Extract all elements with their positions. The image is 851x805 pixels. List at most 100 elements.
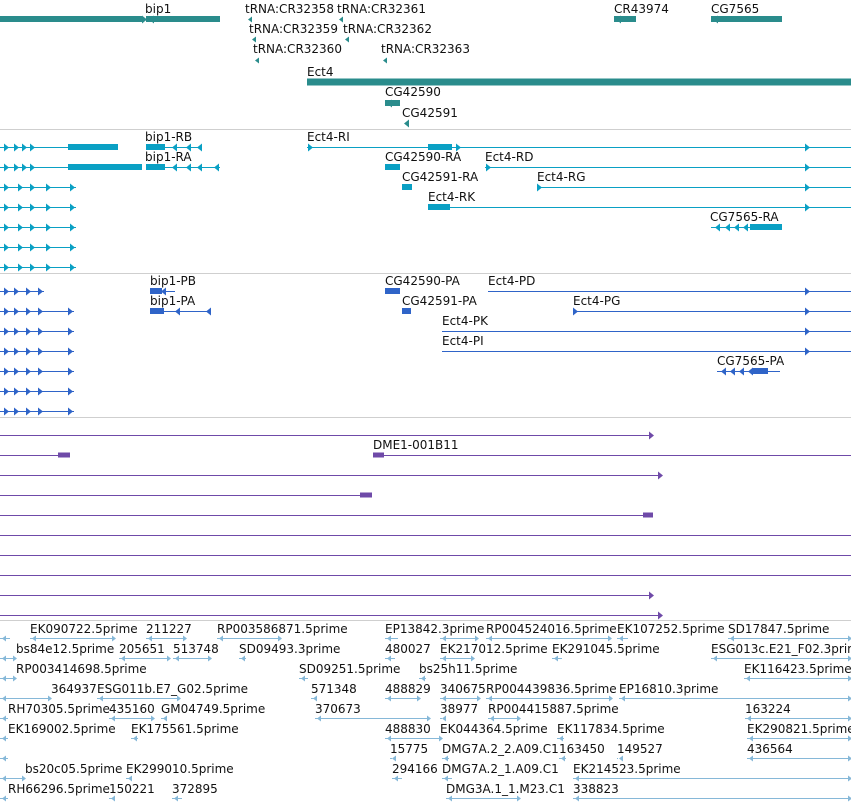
est-label[interactable]: EK117834.5prime <box>557 722 665 736</box>
est-label[interactable]: RH70305.5prime <box>8 702 110 716</box>
est-label[interactable]: SD09251.5prime <box>299 662 401 676</box>
est-label[interactable]: SD09493.3prime <box>239 642 341 656</box>
est-label[interactable]: 15775 <box>390 742 429 756</box>
est-label[interactable]: 211227 <box>146 622 192 636</box>
gene-label[interactable]: CG42591 <box>402 106 458 120</box>
est-label[interactable]: 294166 <box>392 762 438 776</box>
est-label[interactable]: 513748 <box>173 642 219 656</box>
strand-arrow-right-icon <box>22 143 27 152</box>
est-label[interactable]: EK290821.5prime <box>747 722 851 736</box>
est-label[interactable]: EK044364.5prime <box>440 722 548 736</box>
est-label[interactable]: 150221 <box>109 782 155 796</box>
gene-label[interactable]: CG42590 <box>385 85 441 99</box>
strand-arrow-left-icon <box>339 16 343 23</box>
gene-label[interactable]: bip1 <box>145 2 172 16</box>
est-label[interactable]: ESG011b.E7_G02.5prime <box>97 682 249 696</box>
transcript-label[interactable]: bip1-RB <box>145 130 193 144</box>
est-label[interactable]: EK107252.5prime <box>617 622 725 636</box>
transcript-label[interactable]: bip1-RA <box>145 150 192 164</box>
est-label[interactable]: RP004415887.5prime <box>488 702 619 716</box>
clone-label[interactable]: DME1-001B11 <box>373 438 459 452</box>
gene-label[interactable]: tRNA:CR32361 <box>337 2 426 16</box>
est-label[interactable]: RH66296.5prime <box>8 782 110 796</box>
est-label[interactable]: EK090722.5prime <box>30 622 138 636</box>
est-label[interactable]: 38977 <box>440 702 479 716</box>
transcript-label[interactable]: Ect4-RK <box>428 190 476 204</box>
strand-arrow-left-icon <box>387 695 391 702</box>
est-label[interactable]: bs84e12.5prime <box>16 642 115 656</box>
est-label[interactable]: GM04749.5prime <box>161 702 266 716</box>
strand-arrow-left-icon <box>148 635 152 642</box>
strand-arrow-left-icon <box>197 143 202 152</box>
est-label[interactable]: 435160 <box>109 702 155 716</box>
protein-label[interactable]: CG42590-PA <box>385 274 460 288</box>
est-label[interactable]: DMG7A.2_1.A09.C1 <box>442 762 559 776</box>
est-label[interactable]: 340675 <box>440 682 486 696</box>
est-label[interactable]: EK169002.5prime <box>8 722 116 736</box>
protein-label[interactable]: bip1-PB <box>150 274 197 288</box>
est-label[interactable]: 163450 <box>559 742 605 756</box>
est-label[interactable]: 370673 <box>315 702 361 716</box>
clone-block <box>360 492 372 498</box>
est-label[interactable]: 571348 <box>311 682 357 696</box>
gene-label[interactable]: tRNA:CR32360 <box>253 42 342 56</box>
est-label[interactable]: DMG7A.2_2.A09.C1 <box>442 742 559 756</box>
strand-arrow-right-icon <box>30 163 35 172</box>
est-label[interactable]: EK116423.5prime <box>744 662 851 676</box>
protein-label[interactable]: Ect4-PK <box>442 314 488 328</box>
est-label[interactable]: 488830 <box>385 722 431 736</box>
est-label[interactable]: EK217012.5prime <box>440 642 548 656</box>
est-label[interactable]: 372895 <box>172 782 218 796</box>
est-label[interactable]: EK299010.5prime <box>126 762 234 776</box>
transcript-label[interactable]: Ect4-RD <box>485 150 534 164</box>
protein-label[interactable]: CG7565-PA <box>717 354 785 368</box>
transcript-label[interactable]: Ect4-RI <box>307 130 350 144</box>
est-label[interactable]: 480027 <box>385 642 431 656</box>
est-label[interactable]: 338823 <box>573 782 619 796</box>
protein-label[interactable]: bip1-PA <box>150 294 196 308</box>
est-label[interactable]: EK214523.5prime <box>573 762 681 776</box>
protein-label[interactable]: Ect4-PI <box>442 334 484 348</box>
est-label[interactable]: 488829 <box>385 682 431 696</box>
transcript-label[interactable]: CG42590-RA <box>385 150 462 164</box>
est-label[interactable]: RP004439836.5prime <box>486 682 617 696</box>
est-label[interactable]: EP16810.3prime <box>619 682 719 696</box>
gene-label[interactable]: CR43974 <box>614 2 669 16</box>
transcript-label[interactable]: CG7565-RA <box>710 210 779 224</box>
est-label[interactable]: 149527 <box>617 742 663 756</box>
gene-label[interactable]: tRNA:CR32358 <box>245 2 334 16</box>
strand-arrow-right-icon <box>38 407 43 416</box>
gene-label[interactable]: tRNA:CR32359 <box>249 22 338 36</box>
est-label[interactable]: bs20c05.5prime <box>25 762 123 776</box>
gene-block <box>614 16 636 22</box>
protein-label[interactable]: Ect4-PD <box>488 274 536 288</box>
est-label[interactable]: 436564 <box>747 742 793 756</box>
strand-arrow-right-icon <box>805 203 810 212</box>
protein-label[interactable]: Ect4-PG <box>573 294 621 308</box>
gene-label[interactable]: tRNA:CR32363 <box>381 42 470 56</box>
strand-arrow-right-icon <box>848 675 851 682</box>
gene-label[interactable]: Ect4 <box>307 65 334 79</box>
est-label[interactable]: bs25h11.5prime <box>419 662 518 676</box>
strand-arrow-left-icon <box>747 715 751 722</box>
gene-label[interactable]: CG7565 <box>711 2 760 16</box>
est-label[interactable]: 364937 <box>51 682 97 696</box>
est-label[interactable]: SD17847.5prime <box>728 622 830 636</box>
est-label[interactable]: RP003414698.5prime <box>16 662 147 676</box>
est-label[interactable]: EK175561.5prime <box>131 722 239 736</box>
est-label[interactable]: ESG013c.E21_F02.3prime <box>711 642 851 656</box>
strand-arrow-left-icon <box>730 635 734 642</box>
est-label[interactable]: EP13842.3prime <box>385 622 485 636</box>
transcript-label[interactable]: CG42591-RA <box>402 170 479 184</box>
est-label[interactable]: EK291045.5prime <box>552 642 660 656</box>
protein-label[interactable]: CG42591-PA <box>402 294 477 308</box>
transcript-label[interactable]: Ect4-RG <box>537 170 586 184</box>
est-label[interactable]: RP004524016.5prime <box>486 622 617 636</box>
est-label[interactable]: RP003586871.5prime <box>217 622 348 636</box>
est-label[interactable]: 205651 <box>119 642 165 656</box>
strand-arrow-left-icon <box>219 635 223 642</box>
exon-block <box>68 144 118 150</box>
gene-label[interactable]: tRNA:CR32362 <box>343 22 432 36</box>
est-label[interactable]: DMG3A.1_1.M23.C1 <box>446 782 565 796</box>
est-label[interactable]: 163224 <box>745 702 791 716</box>
